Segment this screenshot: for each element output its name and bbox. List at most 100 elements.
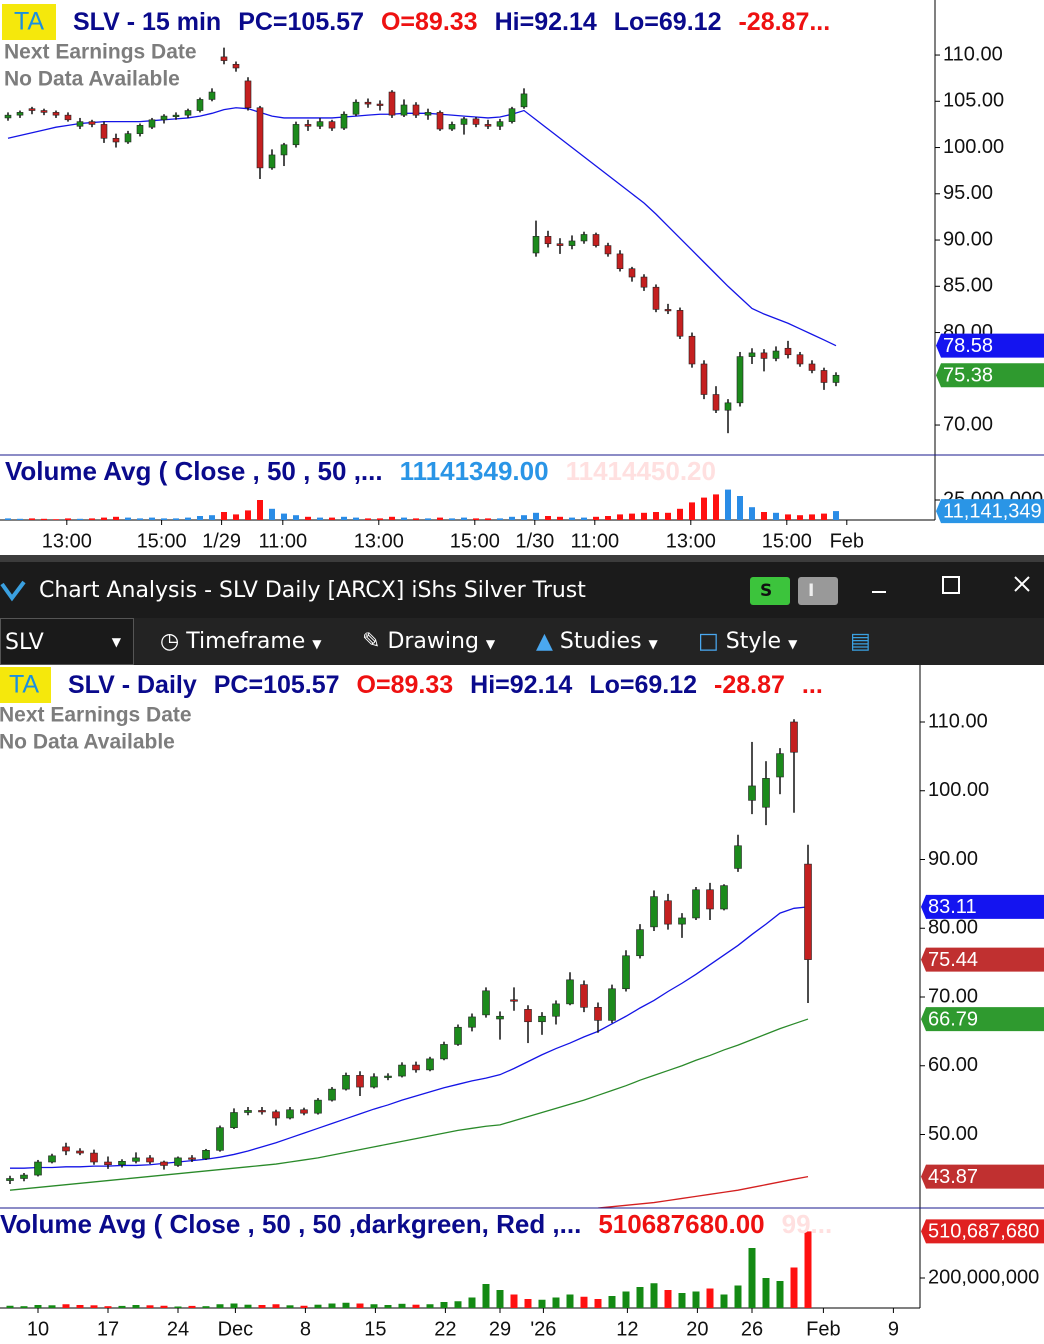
header-item: Hi=92.14 [470,671,572,699]
timeframe-menu[interactable]: ◷ Timeframe ▼ [160,629,322,654]
candle-body [594,1007,602,1021]
volume-tick-label: 200,000,000 [928,1266,1039,1288]
volume-bar [569,517,575,520]
x-tick-label: 10 [27,1318,49,1340]
separator [0,555,1044,562]
candle-body [48,1155,56,1163]
volume-bar [790,1267,798,1308]
candle-body [40,110,48,113]
i-button[interactable]: I [798,577,838,605]
candle-body [62,1146,70,1152]
volume-bar [132,1305,140,1308]
price-marker [936,333,1044,358]
candle-body [34,1161,42,1176]
s-button[interactable]: S [750,577,790,605]
volume-bar [104,1306,112,1308]
volume-bar [521,515,527,520]
volume-bar [762,1278,770,1308]
candle-body [762,778,770,808]
candle-body [520,93,528,108]
candle-body [388,91,396,116]
layout-icon[interactable]: ▤ [850,629,871,654]
candle-body [216,1127,224,1151]
volume-bar [20,1306,28,1308]
volume-bar [605,516,611,520]
x-tick-label: 1/29 [202,530,241,552]
candle-body [104,1161,112,1166]
candle-body [244,1110,252,1113]
x-tick-label: 13:00 [666,530,716,552]
candle-body [772,350,780,359]
candle-body [482,990,490,1016]
volume-bar [677,508,683,520]
volume-marker [921,1219,1044,1244]
candle-body [566,979,574,1005]
y-tick-label: 50.00 [928,1123,978,1145]
volume-bar [557,516,563,520]
candle-body [424,112,432,116]
volume-bar [706,1288,714,1308]
candle-body [608,988,616,1021]
x-tick-label: 8 [300,1318,311,1340]
price-pane [4,47,840,434]
volume-bar [149,517,155,520]
volume-title: Volume Avg ( Close , 50 , 50 ,darkgreen,… [0,1209,581,1239]
volume-bar [365,518,371,520]
candle-body [538,1015,546,1023]
candle-body [258,1110,266,1113]
candle-body [64,114,72,121]
volume-bar [384,1305,392,1308]
window-controls[interactable] [860,572,1044,612]
price-marker-label: 78.58 [943,335,993,357]
candle-body [652,286,660,310]
y-tick-label: 70.00 [928,985,978,1007]
candle-body [616,253,624,270]
candle-body [52,112,60,116]
volume-bar [233,514,239,520]
candle-body [364,101,372,105]
badge-background [0,667,51,703]
candle-body [472,118,480,125]
style-menu[interactable]: □ Style ▼ [698,629,798,654]
price-marker [921,1007,1044,1032]
y-tick-label: 80.00 [928,917,978,939]
candle-body [412,1064,420,1071]
candle-body [20,1174,28,1179]
volume-faded: 11414450.20 [566,456,716,486]
candle-body [636,929,644,957]
volume-bar [545,516,551,520]
x-tick-label: 29 [489,1318,511,1340]
candle-body [184,110,192,116]
volume-bar [90,1305,98,1308]
volume-bar [468,1297,476,1308]
volume-bar [617,514,623,520]
volume-bar [216,1304,224,1308]
candle-body [664,309,672,312]
x-tick-label: 15:00 [762,530,812,552]
candle-body [230,1112,238,1128]
candle-body [314,1099,322,1114]
volume-bar [173,518,179,520]
candle-body [440,1044,448,1060]
candle-body [580,234,588,242]
drawing-menu[interactable]: ✎ Drawing ▼ [362,629,496,654]
studies-menu[interactable]: ▲ Studies ▼ [536,629,658,654]
candle-body [676,310,684,337]
candle-body [628,268,636,278]
candle-body [196,99,204,111]
candle-body [384,1075,392,1078]
y-tick-label: 100.00 [928,779,989,801]
volume-title: Volume Avg ( Close , 50 , 50 ,... [5,456,383,486]
volume-bar [593,516,599,520]
candle-body [556,243,564,246]
menu-label: Studies [559,629,642,654]
badge: TA [9,671,39,699]
candle-body [202,1150,210,1159]
volume-bar [202,1306,210,1308]
symbol-box[interactable]: SLV ▼ [0,618,134,665]
candle-body [370,1076,378,1088]
volume-bar [272,1304,280,1308]
window-title-bar: Chart Analysis - SLV Daily [ARCX] iShs S… [0,562,1044,618]
volume-bar [821,513,827,520]
